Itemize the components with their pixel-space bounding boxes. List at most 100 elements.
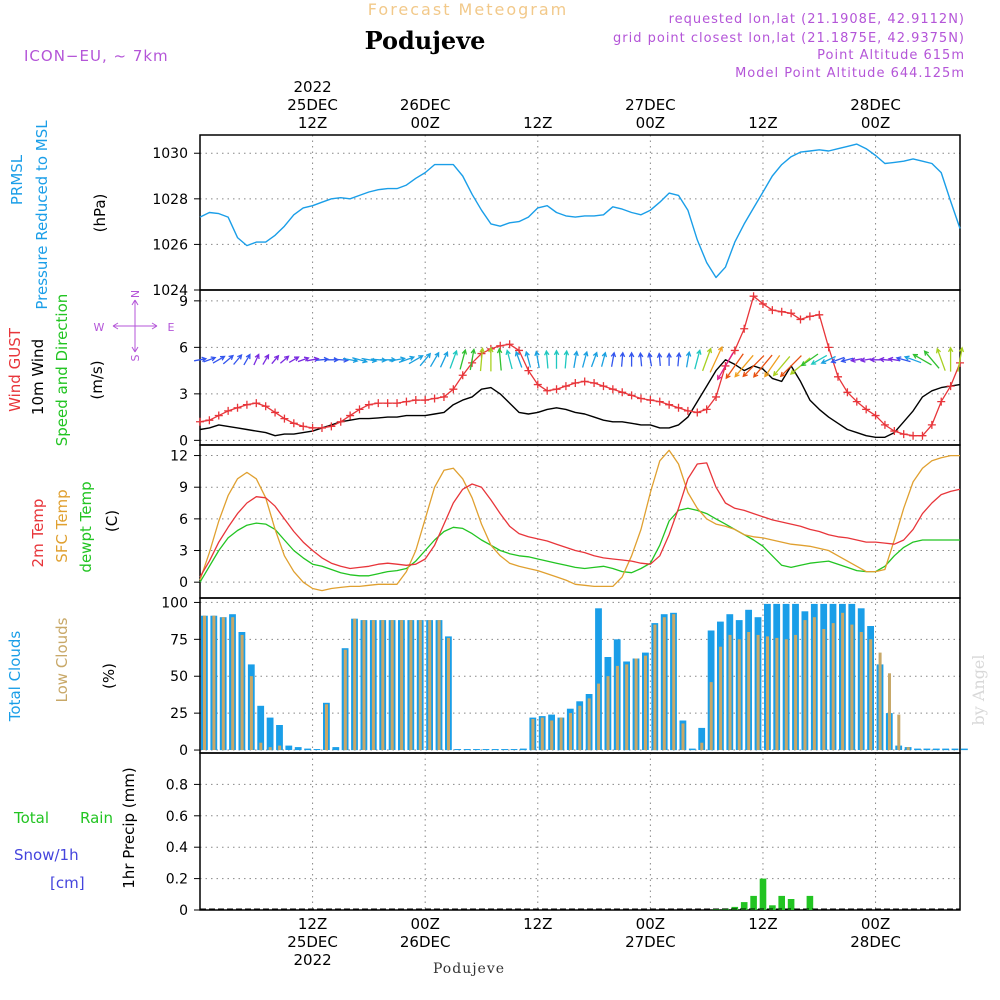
wind-gust-marker (636, 394, 645, 403)
wind-gust-marker (824, 343, 833, 352)
total-clouds-bar (266, 717, 274, 751)
low-clouds-bar (362, 620, 366, 750)
wind-direction-arrow (742, 355, 765, 378)
wind-direction-arrow (449, 349, 458, 369)
sfc-temp-label: SFC Temp (53, 489, 71, 562)
y-tick-label: 0 (179, 575, 188, 591)
wind-direction-arrow (262, 353, 270, 365)
total-clouds-bar (501, 749, 508, 751)
y-tick-label: 9 (179, 480, 188, 496)
wind-direction-arrow (694, 348, 702, 370)
precip-snow-label: Snow/1h (14, 846, 79, 864)
dewpoint-label: dewpt Temp (77, 481, 95, 572)
total-clouds-bar (257, 705, 265, 751)
wind-direction-arrow (488, 346, 494, 372)
wind-gust-marker (364, 400, 373, 409)
y-tick-label: 0 (179, 433, 188, 449)
top-time-label: 12Z (523, 114, 552, 132)
bottom-time-label: 12Z (298, 915, 327, 933)
wind-direction-arrow (878, 356, 890, 363)
y-tick-label: 100 (161, 595, 188, 611)
wind-direction-arrow (638, 351, 644, 367)
rain-bar (750, 895, 757, 910)
rain-bar (769, 905, 776, 910)
wind-direction-label: Speed and Direction (53, 294, 71, 447)
y-tick-label: 0 (179, 743, 188, 759)
total-clouds-bar (304, 748, 311, 751)
wind-direction-arrow (935, 347, 946, 371)
wind-gust-marker (890, 427, 899, 436)
wind-gust-marker (646, 396, 655, 405)
wind-gust-marker (787, 309, 796, 318)
bottom-time-label: 00Z (636, 915, 665, 933)
low-clouds-bar (644, 655, 647, 751)
y-tick-label: 50 (170, 669, 188, 685)
precip-rain-label: Rain (80, 809, 113, 827)
y-tick-label: 6 (179, 340, 188, 356)
wind-gust-marker (834, 372, 843, 381)
total-clouds-bar (595, 608, 602, 750)
y-tick-label: 1028 (152, 192, 188, 208)
panel-pressure: 1024 1026 1028 1030 PRMSL Pressure Reduced to… (8, 120, 961, 310)
wind-direction-arrow (903, 355, 922, 364)
low-clouds-bar (681, 723, 685, 751)
total-clouds-bar (473, 749, 480, 751)
wind-direction-arrow (193, 356, 208, 363)
wind-gust-marker (768, 306, 777, 315)
wind-gust-marker (280, 414, 289, 423)
wind-gust-marker (880, 420, 889, 429)
watermark: by Angel (969, 654, 988, 725)
temp-2m-line (199, 462, 961, 578)
wind-direction-arrow (647, 351, 653, 367)
rain-bar (806, 895, 814, 910)
low-clouds-bar (559, 717, 563, 751)
y-tick-label: 0.2 (166, 872, 188, 888)
low-clouds-bar (550, 720, 554, 750)
wind-gust-marker (871, 411, 880, 420)
low-clouds-bar (203, 615, 206, 750)
low-clouds-bar (625, 664, 629, 750)
wind-direction-arrow (717, 352, 734, 381)
y-tick-label: 75 (170, 632, 188, 648)
rain-bar (731, 906, 739, 910)
wind-gust-marker (862, 405, 871, 414)
grid-point: grid point closest lon,lat (21.1875E, 42… (613, 31, 965, 46)
wind-direction-arrow (439, 350, 449, 368)
wind-direction-arrow (610, 351, 617, 367)
wind-direction-arrow (514, 350, 523, 368)
wind-direction-arrow (734, 354, 754, 378)
rain-bar (778, 895, 785, 910)
wind-direction-arrow (789, 357, 811, 375)
low-clouds-bar (756, 634, 760, 750)
wind-gust-marker (580, 377, 589, 386)
low-clouds-bar (259, 742, 263, 751)
top-time-label: 00Z (861, 114, 890, 132)
top-time-label: 00Z (410, 114, 439, 132)
low-clouds-bar (869, 639, 873, 750)
low-clouds-bar (418, 620, 422, 750)
wind-gust-marker (543, 386, 552, 395)
low-clouds-bar (325, 704, 328, 751)
low-clouds-bar (662, 617, 666, 751)
total-clouds-bar (463, 749, 471, 751)
wind-direction-arrow (459, 348, 468, 370)
panel-temperature: 0 3 6 9 12 2m Temp SFC Temp dewpt Temp (C) (29, 444, 961, 599)
low-clouds-bar (803, 620, 807, 750)
panel-frame (199, 134, 961, 291)
wind-gust-marker (937, 397, 946, 406)
bottom-time-label: 26DEC (400, 933, 451, 951)
low-clouds-bar (400, 620, 404, 750)
wind-gust-marker (702, 405, 711, 414)
wind-gust-marker (355, 405, 364, 414)
low-clouds-bar (653, 624, 657, 751)
precip-axis-label: 1hr Precip (mm) (120, 767, 138, 888)
wind-direction-arrow (709, 345, 723, 373)
wind-gust-marker (261, 402, 270, 411)
wind-gust-marker (712, 392, 721, 401)
total-clouds-bar (951, 748, 959, 751)
wind-10m-label: 10m Wind (29, 339, 47, 415)
total-clouds-bar (932, 748, 940, 751)
